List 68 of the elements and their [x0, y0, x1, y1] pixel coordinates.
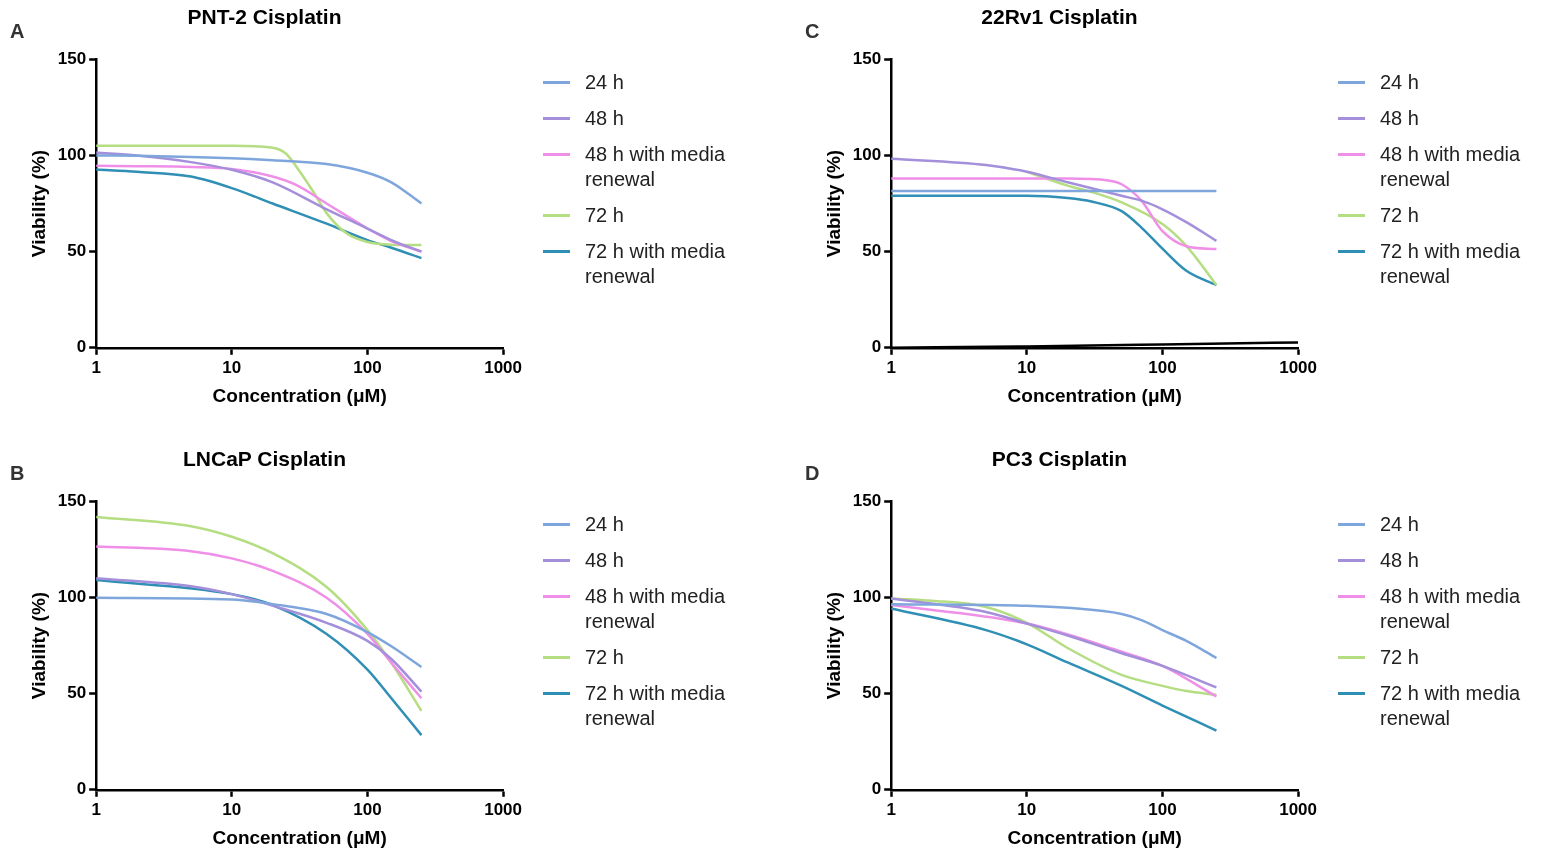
- x-tick-label: 1000: [484, 799, 522, 819]
- legend-label: 72 h with media renewal: [1380, 681, 1522, 731]
- y-tick-label: 0: [76, 779, 87, 799]
- y-tick-label: 150: [852, 48, 882, 68]
- x-tick-label: 1: [886, 357, 896, 377]
- x-axis-title: Concentration (μM): [212, 384, 387, 406]
- y-tick-label: 50: [67, 241, 87, 261]
- legend-label: 48 h: [585, 548, 625, 573]
- legend-label: 24 h: [585, 512, 625, 537]
- y-tick-label: 150: [57, 48, 87, 68]
- legend-label: 72 h: [1380, 645, 1420, 670]
- y-tick-label: 0: [76, 337, 87, 357]
- y-tick-label: 0: [871, 337, 882, 357]
- x-tick-label: 1: [91, 799, 101, 819]
- y-axis-title: Viability (%): [27, 591, 49, 700]
- legend-label: 48 h with media renewal: [1380, 584, 1522, 634]
- x-tick-label: 1000: [484, 357, 522, 377]
- legend-label: 24 h: [1380, 512, 1420, 537]
- text: A: [10, 20, 25, 43]
- chart-title: PC3 Cisplatin: [991, 447, 1128, 471]
- x-tick-label: 1000: [1279, 357, 1317, 377]
- x-axis-title: Concentration (μM): [212, 826, 387, 848]
- legend-label: 72 h: [585, 645, 625, 670]
- legend-label: 24 h: [585, 70, 625, 95]
- x-tick-label: 10: [222, 357, 242, 377]
- x-axis-title: Concentration (μM): [1007, 826, 1182, 848]
- y-tick-label: 150: [57, 490, 87, 510]
- chart-title: PNT-2 Cisplatin: [187, 5, 342, 29]
- x-tick-label: 100: [1148, 357, 1177, 377]
- legend-label: 48 h with media renewal: [585, 584, 727, 634]
- y-axis-title: Viability (%): [822, 591, 844, 700]
- y-tick-label: 150: [852, 490, 882, 510]
- legend-label: 48 h with media renewal: [585, 142, 727, 192]
- y-axis-title: Viability (%): [27, 149, 49, 258]
- x-tick-label: 1000: [1279, 799, 1317, 819]
- y-tick-label: 100: [852, 587, 882, 607]
- legend-label: 24 h: [1380, 70, 1420, 95]
- y-tick-label: 100: [57, 587, 87, 607]
- legend-label: 72 h: [1380, 203, 1420, 228]
- text: C: [805, 20, 820, 43]
- y-axis-title: Viability (%): [822, 149, 844, 258]
- x-tick-label: 10: [1017, 799, 1037, 819]
- x-tick-label: 100: [353, 799, 382, 819]
- x-tick-label: 1: [91, 357, 101, 377]
- chart-title: 22Rv1 Cisplatin: [981, 5, 1138, 29]
- legend-label: 48 h: [1380, 548, 1420, 573]
- y-tick-label: 0: [871, 779, 882, 799]
- y-tick-label: 100: [57, 145, 87, 165]
- text: B: [10, 462, 25, 485]
- y-tick-label: 50: [67, 683, 87, 703]
- x-axis-title: Concentration (μM): [1007, 384, 1182, 406]
- legend-label: 72 h with media renewal: [1380, 239, 1522, 289]
- legend-label: 48 h: [585, 106, 625, 131]
- x-tick-label: 100: [1148, 799, 1177, 819]
- chart-title: LNCaP Cisplatin: [183, 447, 346, 471]
- x-tick-label: 100: [353, 357, 382, 377]
- x-tick-label: 10: [1017, 357, 1037, 377]
- legend-label: 48 h with media renewal: [1380, 142, 1522, 192]
- y-tick-label: 50: [862, 241, 882, 261]
- legend-label: 48 h: [1380, 106, 1420, 131]
- x-tick-label: 10: [222, 799, 242, 819]
- legend-label: 72 h with media renewal: [585, 681, 727, 731]
- x-tick-label: 1: [886, 799, 896, 819]
- text: D: [805, 462, 820, 485]
- y-tick-label: 50: [862, 683, 882, 703]
- legend-label: 72 h with media renewal: [585, 239, 727, 289]
- legend-label: 72 h: [585, 203, 625, 228]
- y-tick-label: 100: [852, 145, 882, 165]
